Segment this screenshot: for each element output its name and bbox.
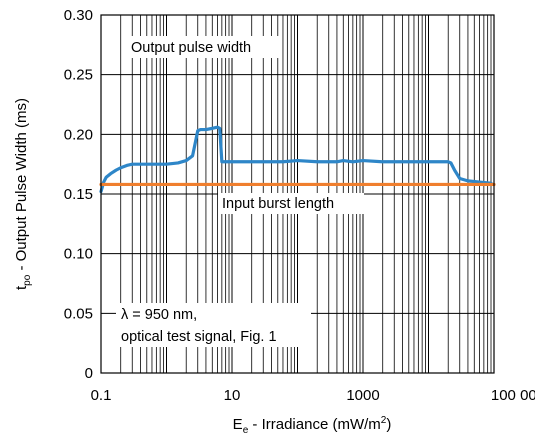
x-tick-label: 0.1	[91, 387, 112, 404]
input-label-box	[218, 193, 364, 214]
y-tick-label: 0.15	[64, 186, 93, 203]
y-axis-title: tpo - Output Pulse Width (ms)	[13, 98, 33, 290]
plot-frame	[100, 14, 495, 374]
x-tick-label: 1000	[346, 387, 379, 404]
y-tick-labels: 0 0.05 0.10 0.15 0.20 0.25 0.30	[64, 7, 93, 382]
y-tick-label: 0.05	[64, 305, 93, 322]
x-tick-labels: 0.1 10 1000 100 000	[91, 387, 535, 404]
output-label-box	[127, 36, 281, 58]
y-tick-label: 0.25	[64, 67, 93, 84]
conditions-label-box	[116, 303, 311, 347]
y-tick-label: 0.30	[64, 7, 93, 24]
x-axis-title: Ee - Irradiance (mW/m2)	[233, 415, 392, 436]
input-burst-length-label: Input burst length	[222, 196, 334, 212]
series-line-1	[99, 125, 493, 194]
output-pulse-width-label: Output pulse width	[131, 40, 251, 56]
x-tick-label: 10	[224, 387, 241, 404]
condition-line-1: λ = 950 nm,	[121, 307, 197, 323]
series-layer	[99, 125, 496, 194]
y-tick-label: 0	[85, 365, 93, 382]
x-tick-label: 100 000	[491, 387, 535, 404]
y-tick-label: 0.10	[64, 246, 93, 263]
condition-line-2: optical test signal, Fig. 1	[121, 329, 277, 345]
y-tick-label: 0.20	[64, 126, 93, 143]
